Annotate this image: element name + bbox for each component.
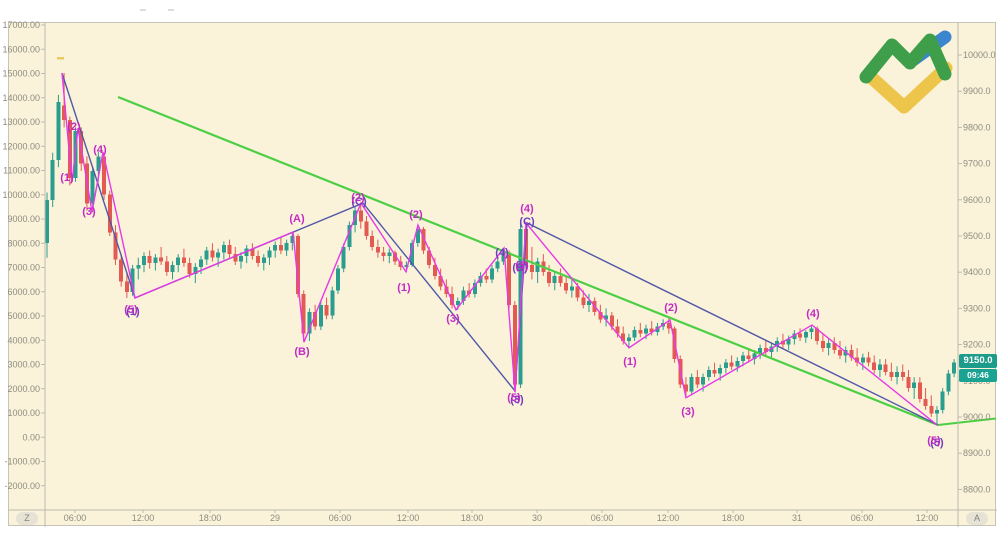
wave-label: (1) — [397, 282, 411, 294]
green-trendline — [117, 95, 939, 426]
wave-label: (B) — [512, 262, 528, 274]
price-axis-label: 10000.0 — [963, 50, 996, 60]
time-axis-label: 06:00 — [64, 513, 87, 523]
wave-label: (3) — [510, 394, 524, 406]
time-axis-label: 12:00 — [916, 513, 939, 523]
litefinance-logo — [859, 30, 953, 114]
bar-countdown-badge: 09:46 — [959, 369, 997, 382]
price-axis-label: 9000.0 — [963, 412, 991, 422]
price-axis-label: 9800.0 — [963, 122, 991, 132]
price-axis-label: -2000.00 — [4, 481, 40, 491]
wave-label: (A) — [289, 213, 305, 225]
price-axis-label: -1000.00 — [4, 457, 40, 467]
window-artifact-dash — [168, 9, 174, 11]
overlay-lines — [57, 57, 997, 426]
price-axis-label: 0.00 — [22, 432, 40, 442]
time-axis-label: 12:00 — [657, 513, 680, 523]
wave-label: (1) — [126, 306, 140, 318]
wave-label: (1) — [60, 172, 74, 184]
axes — [8, 22, 997, 527]
price-axis-label: 4000.00 — [7, 335, 40, 345]
time-axis-label: 30 — [532, 513, 542, 523]
logo-yellow-check-icon — [865, 61, 953, 114]
price-axis-label: 9900.0 — [963, 86, 991, 96]
wave-label: (2) — [664, 302, 678, 314]
logo-green-zigzag-icon — [859, 33, 952, 84]
price-axis-label: 15000.00 — [2, 69, 40, 79]
time-axis-label: 29 — [270, 513, 280, 523]
price-axis-label: 9200.0 — [963, 340, 991, 350]
wave-label: (2) — [67, 121, 81, 133]
price-axis-label: 9600.0 — [963, 195, 991, 205]
price-axis-label: 7000.00 — [7, 263, 40, 273]
wave-label: (3) — [82, 206, 96, 218]
timezone-button[interactable]: Z — [16, 512, 38, 525]
wave-label: (3) — [681, 406, 695, 418]
price-axis-label: 8900.0 — [963, 448, 991, 458]
blue-wave-line — [61, 72, 939, 426]
price-axis-label: 3000.00 — [7, 360, 40, 370]
wave-label: (2) — [351, 192, 365, 204]
time-axis-label: 12:00 — [397, 513, 420, 523]
price-axis-label: 1000.00 — [7, 408, 40, 418]
wave-label: (5) — [507, 392, 521, 404]
time-axis-label: 31 — [792, 513, 802, 523]
auto-scale-button[interactable]: A — [966, 512, 988, 525]
time-axis-label: 12:00 — [132, 513, 155, 523]
window-artifact-dash — [140, 9, 146, 11]
green-trendline-tail — [937, 417, 997, 426]
price-axis-label: 17000.00 — [2, 20, 40, 30]
wave-label: (3) — [446, 313, 460, 325]
price-axis-label: 9500.0 — [963, 231, 991, 241]
wave-label: (4) — [806, 308, 820, 320]
wave-label: (5) — [515, 260, 529, 272]
time-axis-label: 18:00 — [199, 513, 222, 523]
price-axis-label: 9300.0 — [963, 303, 991, 313]
price-axis-label: 6000.00 — [7, 287, 40, 297]
price-axis-label: 13000.00 — [2, 117, 40, 127]
price-axis-label: 10000.00 — [2, 190, 40, 200]
price-axis-label: 9700.0 — [963, 159, 991, 169]
wave-label: (B) — [294, 346, 310, 358]
last-price-badge: 9150.0 — [959, 354, 997, 368]
price-axis-label: 9000.00 — [7, 214, 40, 224]
price-axis-label: 8800.0 — [963, 484, 991, 494]
price-axis-right[interactable]: 10000.0 9900.0 9800.0 9700.0 9600.0 9500.0 940… — [958, 50, 996, 494]
price-axis-label: 8000.00 — [7, 238, 40, 248]
wave-label: (4) — [93, 144, 107, 156]
time-axis-label: 06:00 — [591, 513, 614, 523]
wave-label: (5) — [927, 435, 941, 447]
price-axis-label: 5000.00 — [7, 311, 40, 321]
time-axis-label: 18:00 — [722, 513, 745, 523]
wave-label: (C) — [351, 196, 367, 208]
wave-label: (5) — [930, 437, 944, 449]
price-axis-left[interactable]: 17000.00 16000.00 15000.00 14000.00 13000.00… — [2, 20, 45, 491]
price-axis-label: 2000.00 — [7, 384, 40, 394]
time-axis-label: 06:00 — [329, 513, 352, 523]
price-axis-label: 11000.00 — [3, 166, 40, 176]
time-axis[interactable]: 06:00 12:00 18:00 29 06:00 12:00 18:00 30 06:00 1… — [64, 510, 939, 523]
price-axis-label: 16000.00 — [2, 44, 40, 54]
wave-labels: (1)(2)(3)(4)(1)(5)(A)(B)(C)(2)(1)(2)(3)(… — [60, 121, 944, 449]
price-axis-label: 14000.00 — [2, 93, 40, 103]
wave-label: (1) — [623, 356, 637, 368]
time-axis-label: 06:00 — [851, 513, 874, 523]
magenta-wave-line — [61, 73, 938, 426]
time-axis-label: 18:00 — [461, 513, 484, 523]
idea-marker — [57, 57, 64, 60]
price-axis-label: 12000.00 — [2, 141, 40, 151]
price-axis-label: 9400.0 — [963, 267, 991, 277]
wave-label: (4) — [520, 203, 534, 215]
wave-label: (C) — [519, 216, 535, 228]
wave-label: (4) — [495, 247, 509, 259]
wave-label: (2) — [409, 209, 423, 221]
wave-label: (5) — [124, 304, 138, 316]
